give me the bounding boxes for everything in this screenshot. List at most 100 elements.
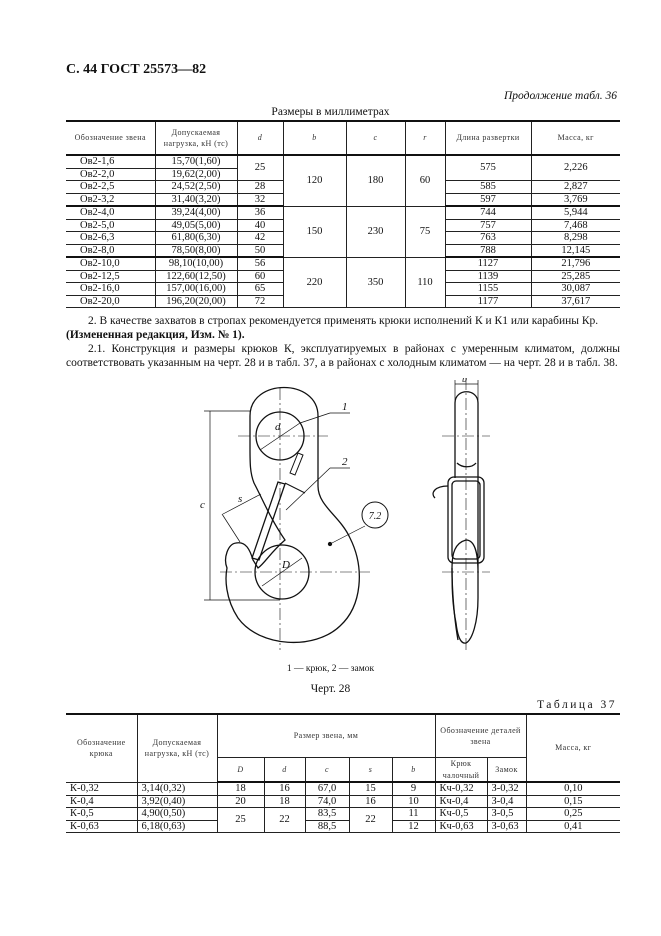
col-header: r [404,120,446,156]
table-cell: 16 [263,781,306,796]
col-header: b [391,757,436,783]
table-row: Ов2-10,0 98,10(10,00) 56 220 350 110 1127 21,79… [66,257,620,308]
amendment-note: (Измененная редакция, Изм. № 1). [66,329,245,341]
table-cell: 12 [391,819,436,833]
dim-d-label: d [275,421,281,433]
table-cell: 15 [348,781,393,796]
col-group-header: Обозначение деталей звена [434,713,527,758]
part-2-label: 2 [342,456,348,468]
table-cell: Ов2-10,0 [66,257,156,271]
table-row: Ов2-12,5 122,60(12,50) 60 1139 25,285 [66,270,620,283]
table-cell: 0,41 [525,819,620,833]
table-cell: 19,62(2,00) [154,168,237,181]
table-cell: 72 [236,295,284,308]
table-cell: 2,827 [530,180,620,194]
table-cell: Кч-0,32 [434,781,488,796]
table-cell: 9 [391,781,436,796]
table-cell: 39,24(4,00) [154,206,238,220]
table-cell: 1139 [444,270,532,283]
hook-outline [224,386,360,643]
col-header: d [236,120,284,156]
col-header: Замок [486,757,526,783]
table-cell: 25 [236,155,284,181]
table-cell: 788 [444,244,532,258]
table-cell: 12,145 [530,244,620,258]
table-cell: 36 [236,206,284,220]
table-cell: 15,70(1,60) [154,155,238,169]
table-cell: 20 [216,794,265,808]
paragraph-2: 2. В качестве захватов в стропах рекомен… [88,315,599,327]
table-cell: Ов2-20,0 [66,295,156,308]
col-header: d [263,757,306,783]
table-row: Ов2-8,0 78,50(8,00) 50 788 12,145 [66,244,620,258]
table-cell: З-0,32 [486,781,527,796]
dim-c-label: c [200,499,205,511]
table-cell: Кч-0,4 [434,794,488,808]
table-cell: 28 [236,180,284,194]
table-row: Ов2-2,5 24,52(2,50) 28 585 2,827 [66,180,620,194]
table-cell: Ов2-1,6 [66,155,156,169]
table-row: Ов2-6,3 61,80(6,30) 42 763 8,298 [66,231,620,245]
table-cell: Кч-0,63 [434,819,488,833]
table-cell: 2,226 [530,155,620,181]
dim-D-label: D [281,559,290,571]
table-37: Обозначение крюка Допускаемая нагрузка, … [66,713,620,833]
table-cell: 1155 [444,282,532,296]
latch [251,481,286,561]
part-1-label: 1 [342,401,348,413]
table-cell: 30,087 [530,282,620,296]
table-cell: 7,468 [530,219,620,232]
table-cell: 25,285 [530,270,620,283]
table-cell: З-0,4 [486,794,527,808]
col-header: Обозначение звена [66,120,156,156]
col-header: Крюк чалочный [434,757,488,783]
col-group-header: Размер звена, мм [216,713,436,758]
table-cell: 24,52(2,50) [154,180,238,194]
table-36: Обозначение звена Допускаемая нагрузка, … [66,120,620,308]
dim-s-label: s [238,493,242,505]
table-cell: К-0,32 [66,781,138,796]
paragraph-2-1: 2.1. Конструкция и размеры крюков К, экс… [66,343,620,369]
table-cell: Ов2-4,0 [66,206,156,220]
table-cell: 757 [444,219,532,232]
hook-drawing: c s d D 1 2 7.2 b [200,378,490,650]
table-cell: 75 [404,206,446,258]
figure-title: Черт. 28 [310,683,351,695]
table-cell: 60 [236,270,284,283]
col-header: D [217,757,265,783]
table-cell: Ов2-12,5 [66,270,156,283]
table-cell: Ов2-3,2 [66,193,156,207]
table-row: К-0,4 3,92(0,40) 20 18 74,0 16 10 Кч-0,4 З-0,4 0,… [66,794,620,808]
table-cell: 22 [263,807,306,833]
table-cell: Ов2-2,0 [66,168,156,181]
col-header: Допускаемая нагрузка, кН (тс) [154,120,238,156]
table-cell: 22 [348,807,393,833]
table-cell: 1127 [444,257,532,271]
table-cell: 3,92(0,40) [136,794,218,808]
table-cell: Ов2-6,3 [66,231,156,245]
table-row: Ов2-1,6 15,70(1,60) 25 120 180 60 575 2,226 [66,155,620,207]
table-cell: 196,20(20,00) [154,295,238,308]
col-header: c [345,120,406,156]
table-cell: 230 [345,206,406,258]
table-cell: К-0,63 [66,819,138,833]
table-cell: З-0,63 [486,819,527,833]
table-cell: 180 [345,155,406,207]
table-row: Ов2-20,0 196,20(20,00) 72 1177 37,617 [66,295,620,308]
table-continuation-note: Продолжение табл. 36 [504,90,617,102]
table-cell: З-0,5 [486,807,527,821]
table-cell: 32 [236,193,284,207]
dim-b-label: b [462,378,467,385]
col-header: s [348,757,393,783]
table-cell: Ов2-16,0 [66,282,156,296]
table-cell: 61,80(6,30) [154,231,238,245]
table-cell: 21,796 [530,257,620,271]
table-row: Ов2-4,0 39,24(4,00) 36 150 230 75 744 5,944 [66,206,620,258]
table-cell: Кч-0,5 [434,807,488,821]
table-cell: 11 [391,807,436,821]
table-cell: 3,14(0,32) [136,781,218,796]
table-cell: 157,00(16,00) [154,282,238,296]
col-header: Допускаемая нагрузка, кН (тс) [136,713,218,783]
table-cell: 220 [282,257,347,308]
col-header: Масса, кг [530,120,620,156]
